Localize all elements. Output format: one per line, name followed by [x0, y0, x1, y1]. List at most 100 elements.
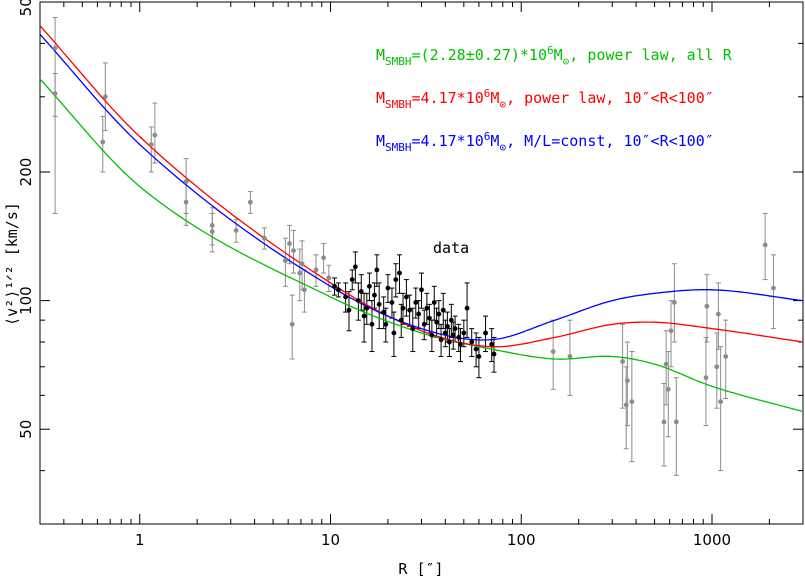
black-data-point: [461, 330, 467, 336]
data-points: [52, 45, 776, 425]
gray-data-point: [723, 354, 729, 359]
legend-text-part: M: [554, 46, 563, 64]
gray-data-point: [718, 399, 724, 405]
legend-text-part: , M/L=const, 10″<R<100″: [506, 132, 714, 150]
black-data-point: [372, 292, 377, 298]
data-annotation: data: [433, 239, 469, 257]
black-data-point: [346, 307, 352, 313]
black-data-point: [367, 283, 372, 289]
black-data-point: [369, 321, 375, 327]
gray-data-point: [209, 222, 215, 228]
gray-data-point: [209, 229, 215, 235]
black-data-point: [489, 341, 495, 347]
black-data-point: [416, 311, 422, 317]
black-data-point: [458, 341, 463, 347]
model-curves: [39, 25, 804, 413]
red-model-curve: [39, 25, 804, 348]
legend-text-part: M: [490, 89, 499, 107]
black-data-point: [393, 277, 399, 282]
black-data-point: [381, 309, 387, 315]
legend-text-part: 6: [484, 130, 491, 143]
black-data-point: [403, 294, 409, 300]
black-data-point: [349, 277, 355, 282]
y-tick-label: 200: [17, 158, 35, 187]
black-data-point: [438, 337, 444, 343]
gray-data-point: [52, 45, 58, 51]
black-data-point: [407, 307, 413, 313]
black-data-point: [358, 289, 364, 294]
black-data-point: [383, 321, 389, 327]
black-data-point: [464, 305, 470, 311]
black-data-point: [410, 326, 416, 331]
black-data-point: [413, 300, 419, 305]
black-data-point: [469, 339, 475, 345]
black-data-point: [429, 332, 435, 338]
gray-data-point: [661, 419, 667, 425]
gray-data-point: [663, 361, 669, 367]
y-tick-label: 100: [17, 286, 35, 315]
black-data-point: [391, 330, 397, 336]
gray-data-point: [291, 248, 296, 253]
gray-data-point: [289, 321, 295, 327]
gray-data-point: [714, 364, 720, 370]
black-data-point: [491, 351, 497, 357]
gray-data-point: [302, 287, 307, 293]
legend-text-part: SMBH: [385, 141, 412, 154]
black-data-point: [450, 332, 456, 338]
black-data-point: [440, 307, 446, 313]
black-data-point: [398, 317, 404, 323]
gray-data-point: [297, 270, 303, 276]
gray-data-point: [771, 285, 776, 291]
legend-text-part: M: [376, 89, 385, 107]
axis-ticks: [39, 1, 804, 525]
gray-data-point: [673, 419, 679, 425]
black-data-point: [335, 287, 341, 293]
legend-text-part: SMBH: [385, 55, 412, 68]
black-data-point: [424, 305, 430, 311]
black-data-point: [448, 317, 454, 323]
gray-data-point: [762, 242, 768, 248]
green-legend-entry: MSMBH=(2.28±0.27)*106M⊙, power law, all …: [376, 44, 733, 68]
gray-data-point: [624, 378, 630, 383]
green-model-curve: [39, 78, 804, 413]
gray-data-point: [102, 94, 108, 100]
y-tick-label: 50: [17, 420, 35, 439]
legend-text-part: =(2.28±0.27)*10: [412, 46, 547, 64]
x-tick-label: 10: [321, 531, 340, 549]
gray-data-point: [550, 349, 556, 354]
black-data-point: [421, 321, 427, 327]
black-data-point: [446, 339, 452, 345]
gray-data-point: [148, 142, 154, 147]
axis-tick-labels: 1 10 100 1000 50 100 200 500: [17, 0, 731, 549]
gray-data-point: [233, 227, 239, 233]
gray-data-point: [567, 354, 573, 359]
gray-data-point: [321, 255, 326, 261]
x-tick-label: 1: [135, 531, 145, 549]
black-data-point: [397, 270, 402, 276]
legend-text-part: =4.17*10: [412, 132, 484, 150]
gray-data-point: [665, 386, 671, 392]
black-data-point: [389, 300, 395, 305]
black-data-point: [426, 315, 432, 321]
legend-text-part: 6: [547, 44, 554, 57]
black-data-point: [361, 313, 367, 319]
legend-text-part: ⊙: [499, 141, 506, 154]
gray-data-point: [623, 402, 629, 408]
red-legend-entry: MSMBH=4.17*106M⊙, power law, 10″<R<100″: [376, 87, 714, 111]
x-axis-label: R [″]: [398, 560, 443, 578]
gray-data-point: [52, 91, 58, 97]
legend-text-part: M: [490, 132, 499, 150]
gray-data-point: [704, 303, 710, 309]
gray-data-point: [100, 139, 106, 145]
gray-data-point: [261, 235, 267, 241]
gray-data-point: [282, 258, 288, 264]
legend: MSMBH=(2.28±0.27)*106M⊙, power law, all …: [376, 44, 733, 154]
blue-model-curve: [39, 33, 804, 341]
gray-data-point: [299, 261, 305, 267]
gray-data-point: [620, 359, 626, 364]
gray-data-point: [247, 199, 253, 205]
gray-data-point: [152, 132, 158, 138]
error-bars: [52, 16, 776, 476]
gray-data-point: [668, 328, 674, 334]
